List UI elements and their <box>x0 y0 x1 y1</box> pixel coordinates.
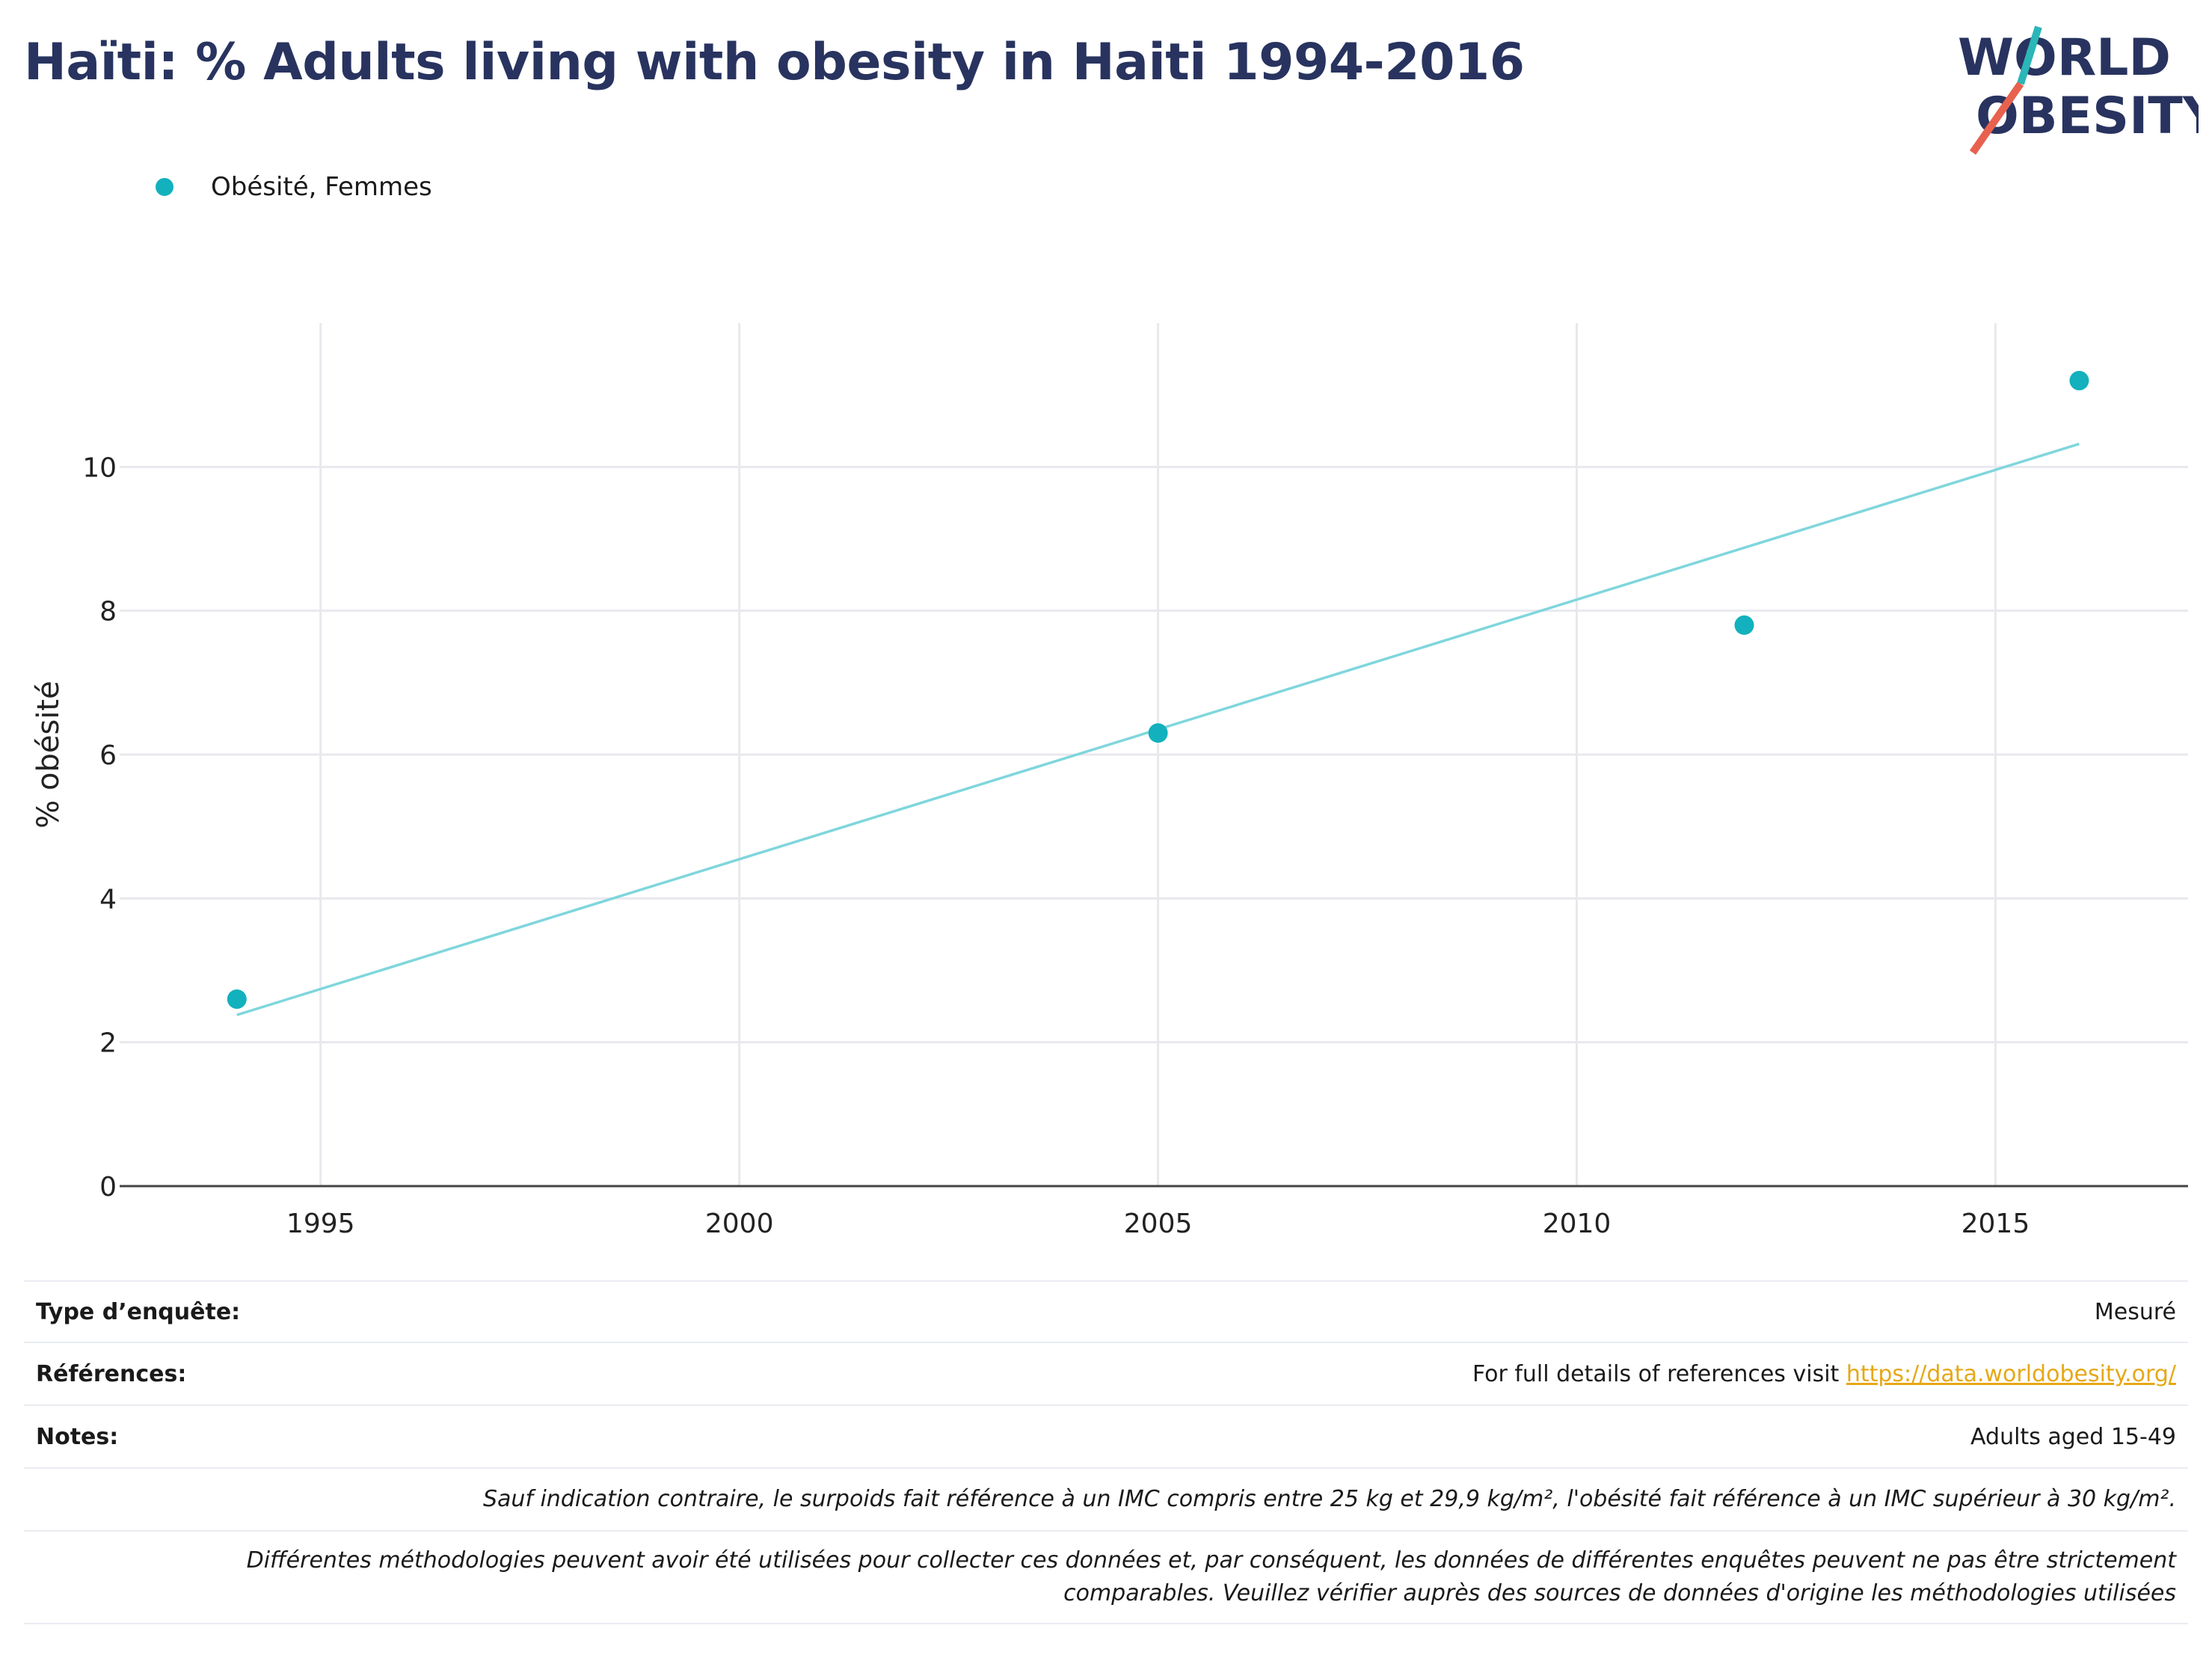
survey-type-value: Mesuré <box>2094 1298 2176 1325</box>
x-tick-label: 2005 <box>1124 1209 1193 1239</box>
x-tick-label: 1995 <box>286 1209 355 1239</box>
logo-teal-stroke <box>2017 25 2042 85</box>
y-tick-label: 10 <box>82 452 117 483</box>
methods-note-line1: Différentes méthodologies peuvent avoir … <box>246 1547 2176 1574</box>
data-point[interactable] <box>2069 370 2089 390</box>
y-tick-label: 0 <box>99 1172 117 1203</box>
x-tick-label: 2010 <box>1543 1209 1612 1239</box>
methods-note-line2: comparables. Veuillez vérifier auprès de… <box>1063 1580 2176 1606</box>
logo-world-text: WORLD <box>1958 28 2171 87</box>
world-obesity-logo: WORLD OBESITY <box>1958 25 2199 155</box>
data-point[interactable] <box>1734 615 1754 635</box>
notes-label: Notes: <box>36 1423 119 1450</box>
references-link[interactable]: https://data.worldobesity.org/ <box>1846 1360 2176 1387</box>
chart-grid <box>120 323 2188 1188</box>
bmi-note: Sauf indication contraire, le surpoids f… <box>482 1486 2176 1512</box>
y-tick-label: 6 <box>99 740 117 771</box>
survey-type-label: Type d’enquête: <box>36 1298 241 1325</box>
y-axis-label: % obésité <box>31 681 66 828</box>
legend-label-femmes: Obésité, Femmes <box>211 172 432 202</box>
data-points <box>227 370 2089 1009</box>
references-value: For full details of references visit htt… <box>1472 1361 2176 1387</box>
x-tick-label: 2000 <box>705 1209 774 1239</box>
info-row-methods-note: Différentes méthodologies peuvent avoir … <box>24 1530 2188 1624</box>
legend-marker <box>156 178 173 196</box>
x-tick-label: 2015 <box>1961 1209 2030 1239</box>
info-row-bmi-note: Sauf indication contraire, le surpoids f… <box>24 1467 2188 1530</box>
logo-red-stroke <box>1969 82 2024 155</box>
data-point[interactable] <box>227 989 247 1009</box>
scatter-chart: 1995 2000 2005 2010 2015 0 2 4 6 8 10 % obésité <box>31 323 2188 1239</box>
y-tick-label: 8 <box>99 597 117 627</box>
references-label: Références: <box>36 1360 187 1387</box>
page-title: Haïti: % Adults living with obesity in H… <box>24 33 1525 92</box>
references-text: For full details of references visit <box>1472 1360 1846 1387</box>
info-row-survey-type: Type d’enquête: Mesuré <box>24 1280 2188 1342</box>
info-table: Type d’enquête: Mesuré Références: For f… <box>24 1280 2188 1624</box>
info-row-references: Références: For full details of referenc… <box>24 1342 2188 1404</box>
methods-note: Différentes méthodologies peuvent avoir … <box>247 1544 2176 1610</box>
y-tick-label: 2 <box>99 1028 117 1059</box>
tick-labels: 1995 2000 2005 2010 2015 0 2 4 6 8 10 <box>82 452 2030 1239</box>
data-point[interactable] <box>1148 723 1168 743</box>
chart-legend: Obésité, Femmes <box>156 171 432 203</box>
notes-value: Adults aged 15-49 <box>1970 1423 2176 1450</box>
y-tick-label: 4 <box>99 884 117 915</box>
info-row-notes: Notes: Adults aged 15-49 <box>24 1404 2188 1467</box>
